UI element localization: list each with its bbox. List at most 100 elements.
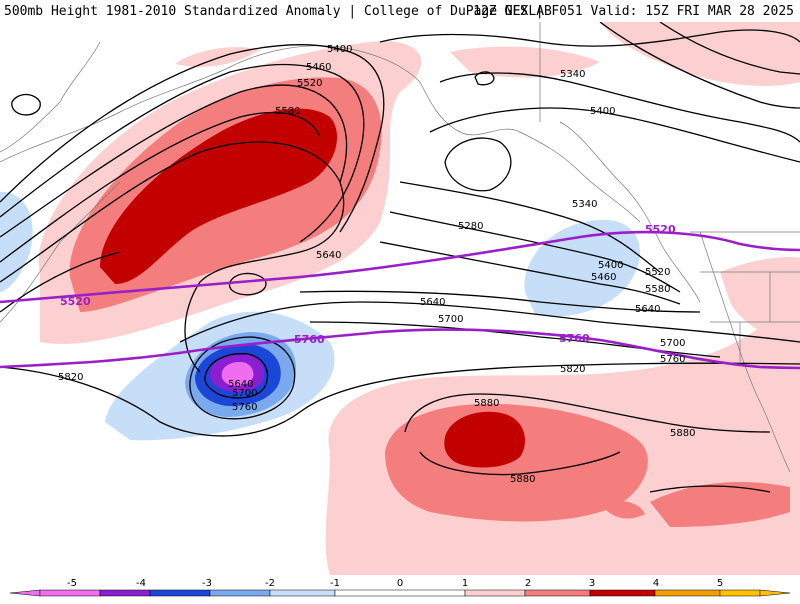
us-state-borders [690,231,800,362]
contour-5880-east [649,485,771,493]
colorbar-seg [149,589,211,597]
colorbar-seg [209,589,271,597]
contour-label: 5400 [598,260,623,271]
contour-5340 [379,29,800,47]
contour-5400-east [429,107,800,163]
contour-label: 5760 [232,402,257,413]
highlight-label: 5520 [645,223,676,236]
run-valid-time: 12Z GFS | F051 Valid: 15Z FRI MAR 28 202… [473,4,794,19]
colorbar-tick-label: -1 [330,578,340,589]
contour-label: 5880 [510,474,535,485]
contour-label: 5460 [591,272,616,283]
contour-label: 5820 [58,372,83,383]
map-title: 500mb Height 1981-2010 Standardized Anom… [4,4,552,19]
colorbar-seg [654,589,721,597]
colorbar-seg [719,589,761,597]
positive-anomaly-1 [720,256,800,342]
highlight-label: 5760 [559,332,590,345]
colorbar-seg [334,589,466,597]
contour-label: 5400 [590,106,615,117]
contour-northeast-2 [659,21,800,75]
contour-label: 5400 [327,44,352,55]
colorbar-tick-label: 1 [462,578,468,589]
contour-label: 5640 [316,250,341,261]
contour-label: 5880 [670,428,695,439]
contour-label: 5340 [560,69,585,80]
colorbar-seg [524,589,591,597]
contour-label: 5700 [232,388,257,399]
positive-anomaly-2 [600,500,645,519]
contour-5520-east [389,211,681,293]
contour-label: 5280 [458,221,483,232]
colorbar: -5 -4 -3 -2 -1 0 1 2 3 4 5 [0,575,800,600]
contour-5400 [0,44,385,233]
anomaly-map: 5400 5460 5520 5580 5640 5340 5400 5280 … [0,21,800,575]
contour-5580-east [379,241,681,305]
highlight-label: 5760 [294,333,325,346]
contour-5520-highlight [0,230,800,304]
colorbar-canvas: -5 -4 -3 -2 -1 0 1 2 3 4 5 [9,578,791,597]
colorbar-tick-label: 0 [397,578,403,589]
positive-anomaly-1 [450,46,600,78]
us-west-coast [699,231,791,473]
contour-5820 [0,362,800,437]
contour-5640-west [0,141,345,373]
contour-northeast [599,21,800,109]
contour-label: 5700 [438,314,463,325]
colorbar-ticks: -5 -4 -3 -2 -1 0 1 2 3 4 5 [67,578,723,589]
positive-anomaly-3 [100,108,338,284]
contour-small-low-3 [228,272,267,296]
aleutian-chain [0,181,121,323]
positive-anomaly-1 [600,22,800,86]
contour-5880 [404,393,771,433]
colorbar-cap-right [759,589,791,597]
colorbar-seg [99,589,151,597]
colorbar-tick-label: 2 [525,578,531,589]
highlight-label-layer: 5520 5520 5760 5760 [60,223,676,346]
colorbar-segments [9,589,791,597]
colorbar-seg [589,589,656,597]
contour-label: 5640 [420,297,445,308]
positive-anomaly-3 [444,411,525,468]
contour-label: 5580 [645,284,670,295]
contour-5580 [0,111,321,263]
contour-label: 5760 [660,354,685,365]
contour-label: 5820 [560,364,585,375]
colorbar-tick-label: 4 [653,578,659,589]
contour-low-inner [204,353,269,399]
siberia-coast [0,41,101,153]
contour-5760-highlight [0,328,800,370]
colorbar-tick-label: 5 [717,578,723,589]
colorbar-seg [464,589,526,597]
contour-5880-inner [419,451,621,476]
colorbar-cap-left [9,589,41,597]
contour-label: 5640 [635,304,660,315]
negative-anomaly-5 [221,362,254,386]
colorbar-tick-label: 3 [589,578,595,589]
negative-anomaly-1 [524,219,640,317]
contour-small-low [11,93,41,116]
contour-5280-east [444,137,512,192]
contour-label: 5640 [228,379,253,390]
contour-label: 5880 [474,398,499,409]
contour-small-low-2 [474,71,495,86]
contour-label: 5520 [297,78,322,89]
contour-5340-east [439,72,800,143]
contour-5460-east [399,181,661,273]
highlight-label: 5520 [60,295,91,308]
contour-label: 5340 [572,199,597,210]
canada-coast [539,22,701,303]
contour-label: 5700 [660,338,685,349]
contour-label: 5520 [645,267,670,278]
colorbar-tick-label: -5 [67,578,77,589]
header: 500mb Height 1981-2010 Standardized Anom… [0,0,800,22]
alaska-coast [0,45,641,223]
colorbar-seg [269,589,336,597]
highlight-contours [0,230,800,370]
colorbar-seg [39,589,101,597]
colorbar-tick-label: -3 [202,578,212,589]
contour-5700 [0,251,800,343]
anomaly-fills [0,22,800,575]
colorbar-tick-label: -4 [136,578,146,589]
coastlines [0,22,800,473]
